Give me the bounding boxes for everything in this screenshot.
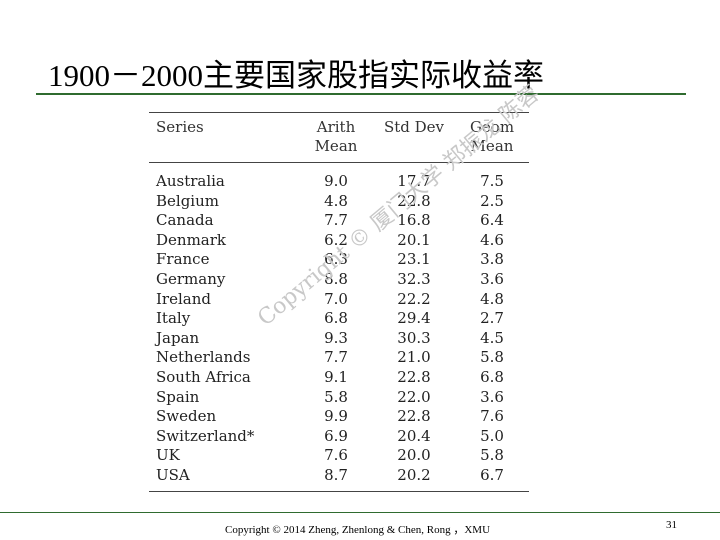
header-series: Series	[156, 118, 204, 136]
cell-series: USA	[156, 465, 190, 484]
cell-std-dev: 16.8	[397, 211, 431, 230]
table-row: Australia 9.0 17.7 7.5	[146, 166, 530, 192]
header-arith-line2: Mean	[314, 137, 358, 155]
cell-std-dev: 17.7	[397, 172, 431, 190]
cell-std-dev: 30.3	[397, 328, 431, 347]
cell-geom-mean: 7.6	[480, 407, 504, 426]
cell-geom-mean: 4.6	[480, 230, 504, 249]
table-row: Switzerland* 6.9 20.4 5.0	[146, 427, 530, 447]
cell-series: Canada	[156, 211, 214, 230]
table-row: Spain 5.8 22.0 3.6	[146, 388, 530, 408]
cell-geom-mean: 2.5	[480, 191, 504, 210]
cell-series: Spain	[156, 387, 200, 406]
cell-arith-mean: 9.1	[324, 367, 348, 386]
footer-rule	[0, 512, 720, 513]
title-underline	[36, 93, 686, 95]
cell-series: Switzerland*	[156, 426, 255, 445]
cell-series: Germany	[156, 269, 226, 288]
cell-std-dev: 22.2	[397, 289, 431, 308]
cell-std-dev: 23.1	[397, 250, 431, 269]
cell-arith-mean: 7.7	[324, 348, 348, 367]
cell-arith-mean: 5.8	[324, 387, 348, 406]
cell-arith-mean: 6.3	[324, 250, 348, 269]
cell-std-dev: 22.0	[397, 387, 431, 406]
table-row: South Africa 9.1 22.8 6.8	[146, 368, 530, 388]
cell-geom-mean: 3.8	[480, 250, 504, 269]
cell-geom-mean: 5.0	[480, 426, 504, 445]
cell-arith-mean: 6.8	[324, 309, 348, 328]
cell-arith-mean: 8.7	[324, 465, 348, 484]
table-bottom-rule	[149, 491, 529, 492]
table-row: Netherlands 7.7 21.0 5.8	[146, 348, 530, 368]
cell-series: France	[156, 250, 210, 269]
header-arith-line1: Arith	[316, 118, 356, 136]
cell-arith-mean: 6.9	[324, 426, 348, 445]
cell-geom-mean: 7.5	[480, 172, 504, 190]
cell-geom-mean: 3.6	[480, 269, 504, 288]
cell-geom-mean: 6.8	[480, 367, 504, 386]
table-row: UK 7.6 20.0 5.8	[146, 446, 530, 466]
cell-std-dev: 20.0	[397, 446, 431, 465]
cell-geom-mean: 5.8	[480, 348, 504, 367]
cell-series: Australia	[156, 172, 225, 190]
header-geom-mean: Geom Mean	[454, 118, 530, 166]
cell-series: Ireland	[156, 289, 211, 308]
cell-std-dev: 22.8	[397, 367, 431, 386]
cell-geom-mean: 4.8	[480, 289, 504, 308]
cell-arith-mean: 9.3	[324, 328, 348, 347]
cell-arith-mean: 9.9	[324, 407, 348, 426]
table-row: Denmark 6.2 20.1 4.6	[146, 231, 530, 251]
table-row: Italy 6.8 29.4 2.7	[146, 309, 530, 329]
cell-std-dev: 22.8	[397, 191, 431, 210]
table-row: France 6.3 23.1 3.8	[146, 250, 530, 270]
cell-std-dev: 21.0	[397, 348, 431, 367]
header-geom-line1: Geom	[469, 118, 515, 136]
cell-geom-mean: 6.7	[480, 465, 504, 484]
footer-copyright: Copyright © 2014 Zheng, Zhenlong & Chen,…	[225, 524, 491, 536]
table-top-rule	[149, 112, 529, 113]
table-row: USA 8.7 20.2 6.7	[146, 466, 530, 486]
slide-title: 1900－2000主要国家股指实际收益率	[48, 58, 544, 93]
table-row: Sweden 9.9 22.8 7.6	[146, 407, 530, 427]
cell-series: Netherlands	[156, 348, 251, 367]
cell-geom-mean: 4.5	[480, 328, 504, 347]
cell-geom-mean: 6.4	[480, 211, 504, 230]
cell-series: Denmark	[156, 230, 226, 249]
table-row: Canada 7.7 16.8 6.4	[146, 211, 530, 231]
header-arith-mean: Arith Mean	[298, 118, 374, 166]
table-row: Germany 8.8 32.3 3.6	[146, 270, 530, 290]
cell-series: UK	[156, 446, 180, 465]
cell-arith-mean: 7.0	[324, 289, 348, 308]
cell-series: Sweden	[156, 407, 217, 426]
cell-arith-mean: 7.7	[324, 211, 348, 230]
cell-std-dev: 29.4	[397, 309, 431, 328]
table-row: Belgium 4.8 22.8 2.5	[146, 192, 530, 212]
cell-arith-mean: 9.0	[324, 172, 348, 190]
table-header-row: Series Arith Mean Std Dev Geom Mean	[146, 118, 530, 166]
cell-arith-mean: 8.8	[324, 269, 348, 288]
table-header-rule	[149, 162, 529, 163]
page-number: 31	[666, 519, 677, 531]
cell-arith-mean: 4.8	[324, 191, 348, 210]
cell-geom-mean: 5.8	[480, 446, 504, 465]
header-geom-line2: Mean	[470, 137, 514, 155]
cell-series: Japan	[156, 328, 200, 347]
cell-geom-mean: 2.7	[480, 309, 504, 328]
cell-series: Italy	[156, 309, 191, 328]
cell-arith-mean: 7.6	[324, 446, 348, 465]
cell-std-dev: 32.3	[397, 269, 431, 288]
cell-std-dev: 22.8	[397, 407, 431, 426]
cell-geom-mean: 3.6	[480, 387, 504, 406]
cell-arith-mean: 6.2	[324, 230, 348, 249]
table-row: Ireland 7.0 22.2 4.8	[146, 290, 530, 310]
returns-table-image: Series Arith Mean Std Dev Geom Mean Austra…	[146, 112, 530, 492]
cell-series: Belgium	[156, 191, 219, 210]
returns-table: Series Arith Mean Std Dev Geom Mean Austra…	[146, 118, 530, 486]
cell-series: South Africa	[156, 367, 251, 386]
header-std-dev: Std Dev	[383, 118, 445, 136]
cell-std-dev: 20.2	[397, 465, 431, 484]
cell-std-dev: 20.4	[397, 426, 431, 445]
table-row: Japan 9.3 30.3 4.5	[146, 329, 530, 349]
cell-std-dev: 20.1	[397, 230, 431, 249]
